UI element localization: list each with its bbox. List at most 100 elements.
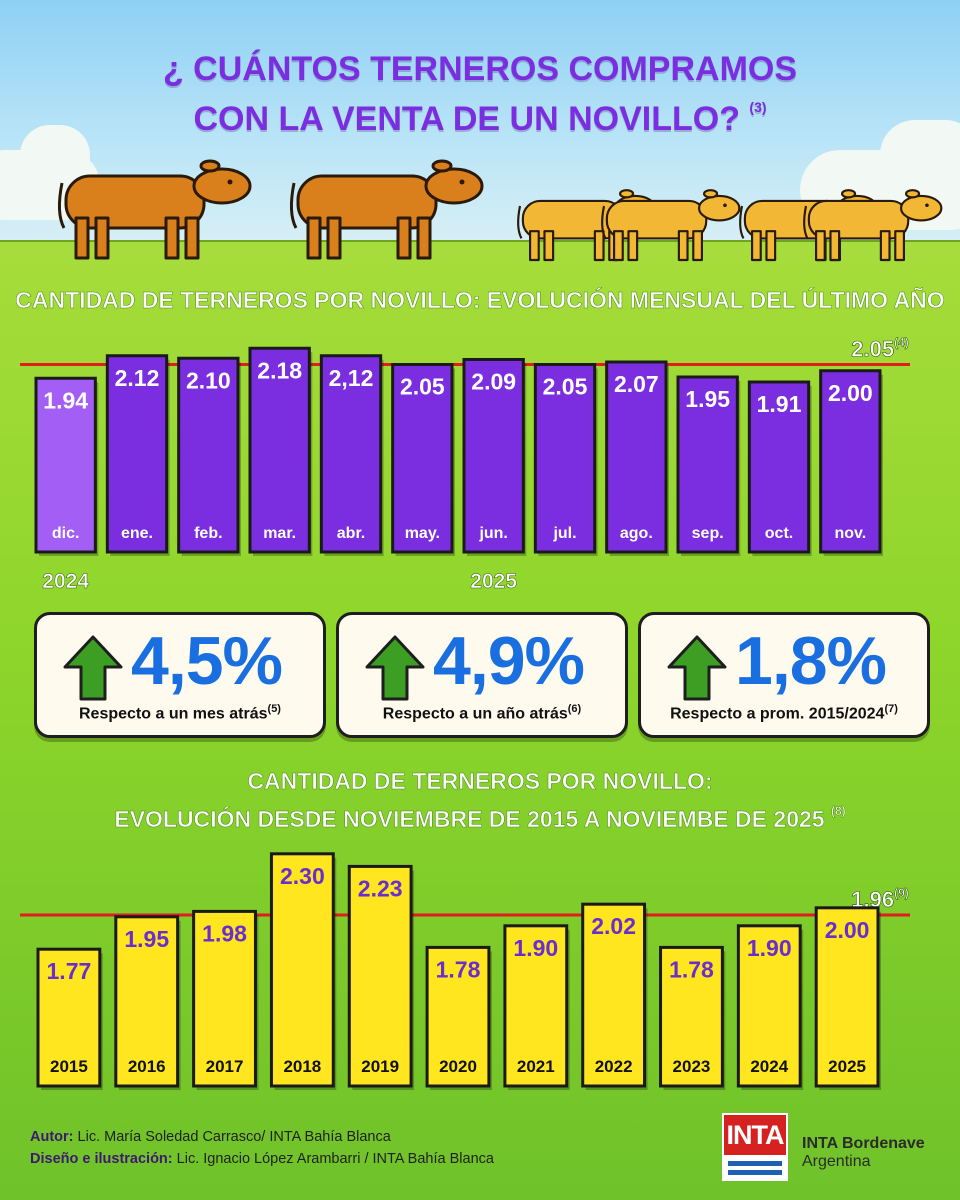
bar xyxy=(347,864,413,1088)
reference-note: (4) xyxy=(894,336,909,350)
cow-leg xyxy=(879,230,891,262)
cow-leg xyxy=(829,230,841,262)
cow-ear xyxy=(702,189,719,199)
cow-eye xyxy=(227,179,233,185)
stat-card-value: 4,5% xyxy=(131,623,283,699)
bar-value-label: 1.78 xyxy=(436,956,481,982)
bar-value-label: 2.00 xyxy=(828,380,873,406)
bar xyxy=(391,363,454,554)
cow-leg xyxy=(593,230,605,262)
page-title-line2-text: CON LA VENTA DE UN NOVILLO? xyxy=(193,100,740,138)
category-label: mar. xyxy=(263,525,296,542)
cow-leg xyxy=(612,230,624,262)
cow-head xyxy=(192,167,252,205)
yearly-chart-title-line1: CANTIDAD DE TERNEROS POR NOVILLO: xyxy=(247,768,713,795)
cattle-illustration xyxy=(57,159,943,262)
stat-card-label: Respecto a prom. 2015/2024(7) xyxy=(641,703,927,723)
bar-value-label: 2.05 xyxy=(400,374,445,400)
stat-card-label: Respecto a un año atrás(6) xyxy=(339,703,625,723)
bar-value-label: 2.30 xyxy=(280,863,325,889)
cow-ear xyxy=(904,189,921,199)
cow-tail xyxy=(601,205,607,239)
credit-author-name: Lic. María Soledad Carrasco/ INTA Bahía … xyxy=(77,1129,391,1145)
cow-leg xyxy=(627,230,639,262)
stat-card-label-text: Respecto a un año atrás xyxy=(382,705,568,723)
stat-card-label-text: Respecto a un mes atrás xyxy=(79,705,268,723)
category-label: 2023 xyxy=(673,1057,711,1076)
yearly-chart-title-note: (8) xyxy=(830,804,846,819)
logo-org-name: INTA Bordenave xyxy=(802,1135,925,1152)
cow-leg xyxy=(416,216,432,260)
bar-value-label: 1.95 xyxy=(685,386,730,412)
cow-ear xyxy=(840,189,857,199)
bar xyxy=(747,380,811,554)
bar-value-label: 1.91 xyxy=(757,391,802,417)
cow-body xyxy=(807,199,910,240)
bar-value-label: 2.07 xyxy=(614,371,659,397)
category-label: ene. xyxy=(121,525,153,542)
cow-leg xyxy=(894,230,905,262)
category-label: 2025 xyxy=(828,1057,866,1076)
logo-country: Argentina xyxy=(802,1153,871,1170)
category-label: 2020 xyxy=(439,1057,477,1076)
credit-author-label: Autor: xyxy=(30,1129,74,1145)
bar xyxy=(819,369,882,554)
page-title-note: (3) xyxy=(749,99,767,115)
logo-stripe xyxy=(728,1161,782,1166)
bar-value-label: 1.94 xyxy=(43,387,88,413)
cow-leg xyxy=(543,230,555,262)
cow-eye xyxy=(459,179,465,185)
bar-value-label: 1.90 xyxy=(747,935,792,961)
bar-value-label: 1.95 xyxy=(124,926,169,952)
category-label: 2019 xyxy=(361,1057,399,1076)
bar xyxy=(34,376,97,554)
cow-tail xyxy=(739,205,745,239)
yearly-bar-chart: 1.96(9)1.7720151.9520161.9820172.3020182… xyxy=(20,852,910,1090)
bar xyxy=(269,852,335,1088)
category-label: 2022 xyxy=(595,1057,633,1076)
bar xyxy=(533,363,597,554)
cow-eye xyxy=(925,203,929,208)
credits: Autor: Lic. María Soledad Carrasco/ INTA… xyxy=(30,1126,494,1170)
stat-card-note: (5) xyxy=(267,703,281,715)
category-label: 2021 xyxy=(517,1057,555,1076)
cow-head xyxy=(899,194,943,222)
cow-tail xyxy=(57,182,66,229)
bar-value-label: 2.05 xyxy=(543,374,588,400)
category-label: 2017 xyxy=(206,1057,244,1076)
stat-card-label: Respecto a un mes atrás(5) xyxy=(37,703,323,723)
monthly-chart-title: CANTIDAD DE TERNEROS POR NOVILLO: EVOLUC… xyxy=(15,287,945,314)
cow-tail xyxy=(803,205,809,239)
cow-leg xyxy=(184,216,200,260)
category-label: dic. xyxy=(52,525,80,542)
credit-design-label: Diseño e ilustración: xyxy=(30,1151,173,1167)
bar-value-label: 2.10 xyxy=(186,367,231,393)
cow-tail xyxy=(517,205,523,239)
calf xyxy=(803,189,943,262)
cloud xyxy=(880,120,960,190)
cow-leg xyxy=(306,216,322,260)
cow-ear xyxy=(199,159,221,173)
category-label: jul. xyxy=(552,525,576,542)
stat-card-note: (7) xyxy=(884,703,898,715)
yearly-chart-title-line2: EVOLUCIÓN DESDE NOVIEMBRE DE 2015 A NOVI… xyxy=(114,806,825,833)
cow-body xyxy=(64,174,206,230)
bar xyxy=(581,902,647,1088)
stat-card-note: (6) xyxy=(567,703,582,715)
category-label: ago. xyxy=(620,525,653,542)
cow-leg xyxy=(94,216,110,260)
cow-leg xyxy=(677,230,689,262)
category-label: 2018 xyxy=(283,1057,321,1076)
bar-value-label: 2.09 xyxy=(471,369,516,395)
up-arrow-icon xyxy=(365,635,425,701)
category-label: 2015 xyxy=(50,1057,88,1076)
cow-tail xyxy=(289,182,298,229)
cow-eye xyxy=(723,203,727,208)
cloud xyxy=(20,125,90,185)
cow-body xyxy=(605,199,708,240)
calf xyxy=(601,189,741,262)
year-label: 2024 xyxy=(42,570,89,593)
yearly-chart-title: CANTIDAD DE TERNEROS POR NOVILLO: EVOLUC… xyxy=(0,766,960,834)
up-arrow-icon xyxy=(667,635,727,701)
stat-card-month: 4,5% Respecto a un mes atrás(5) xyxy=(34,612,326,738)
